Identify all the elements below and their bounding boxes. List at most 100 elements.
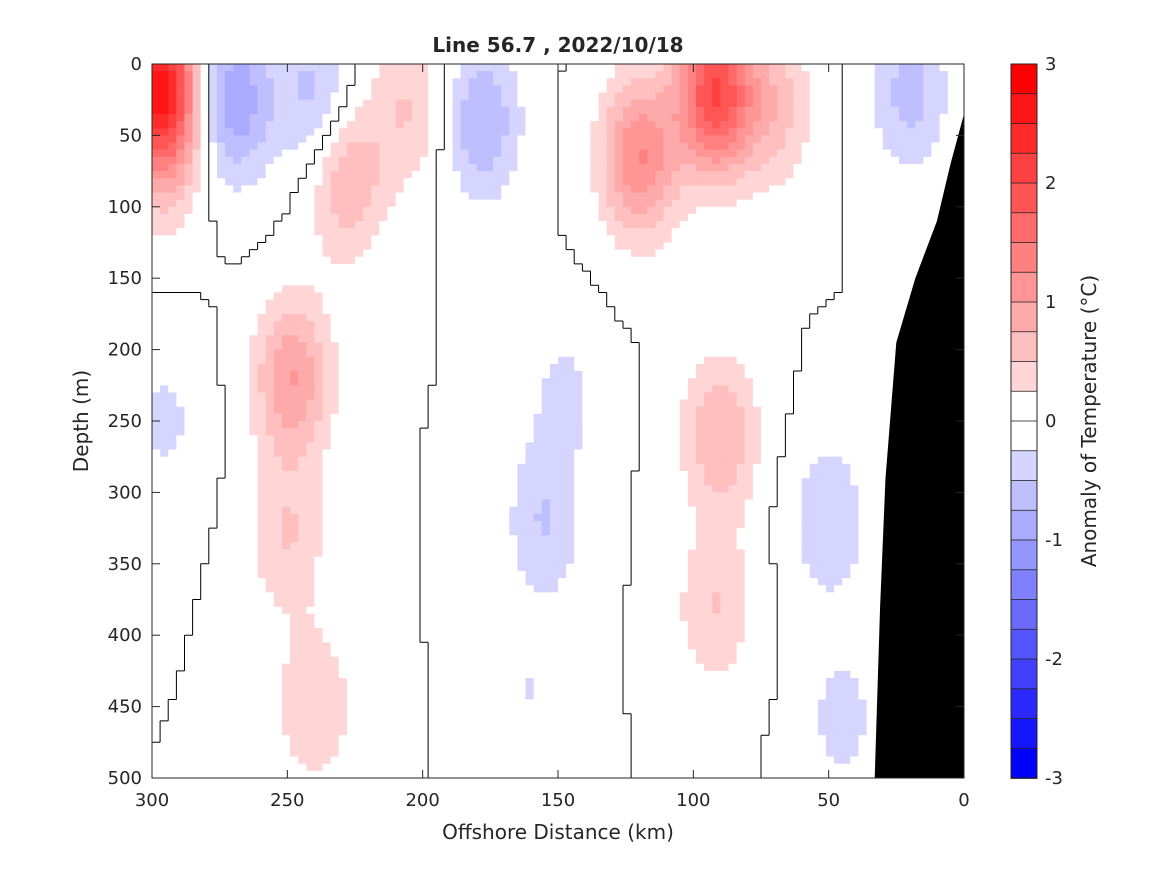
heat-cell bbox=[395, 128, 405, 136]
heat-cell bbox=[793, 413, 803, 422]
heat-cell bbox=[249, 228, 259, 236]
heat-cell bbox=[696, 285, 705, 294]
heat-cell bbox=[752, 135, 762, 144]
heat-cell bbox=[931, 92, 941, 101]
heat-cell bbox=[817, 278, 827, 286]
heat-cell bbox=[639, 228, 648, 236]
heat-cell bbox=[549, 213, 559, 222]
heat-cell bbox=[639, 406, 648, 415]
heat-cell bbox=[338, 235, 348, 244]
heat-cell bbox=[793, 385, 803, 394]
heat-cell bbox=[858, 313, 868, 322]
heat-cell bbox=[225, 242, 234, 251]
heat-cell bbox=[249, 406, 259, 415]
heat-cell bbox=[769, 142, 778, 151]
heat-cell bbox=[152, 399, 161, 408]
heat-cell bbox=[834, 171, 843, 179]
heat-cell bbox=[257, 192, 267, 201]
heat-cell bbox=[907, 235, 916, 244]
heat-cell bbox=[809, 299, 819, 308]
heat-cell bbox=[379, 306, 389, 315]
heat-cell bbox=[761, 299, 770, 308]
heat-cell bbox=[460, 299, 470, 308]
heat-cell bbox=[890, 313, 900, 322]
heat-cell bbox=[558, 335, 567, 344]
heat-cell bbox=[216, 85, 226, 94]
heat-cell bbox=[216, 135, 226, 144]
heat-cell bbox=[281, 156, 291, 165]
heat-cell bbox=[761, 342, 770, 351]
heat-cell bbox=[882, 392, 892, 401]
heat-cell bbox=[598, 356, 608, 365]
heat-cell bbox=[216, 213, 226, 222]
heat-cell bbox=[428, 356, 437, 365]
heat-cell bbox=[736, 163, 746, 172]
heat-cell bbox=[493, 221, 502, 229]
heat-cell bbox=[614, 285, 624, 294]
heat-cell bbox=[395, 313, 405, 322]
heat-cell bbox=[509, 92, 518, 101]
heat-cell bbox=[687, 342, 697, 351]
heat-cell bbox=[663, 99, 673, 108]
heat-cell bbox=[322, 263, 332, 272]
heat-cell bbox=[582, 399, 592, 408]
heat-cell bbox=[468, 335, 478, 344]
heat-cell bbox=[582, 163, 592, 172]
heat-cell bbox=[233, 299, 242, 308]
heat-cell bbox=[541, 356, 551, 365]
heat-cell bbox=[273, 299, 283, 308]
heat-cell bbox=[825, 199, 835, 208]
heat-cell bbox=[501, 399, 510, 408]
heat-cell bbox=[452, 249, 462, 258]
heat-cell bbox=[176, 363, 186, 372]
heat-cell bbox=[476, 178, 486, 186]
heat-cell bbox=[379, 363, 389, 372]
heat-cell bbox=[549, 156, 559, 165]
heat-cell bbox=[371, 206, 380, 215]
heat-cell bbox=[314, 228, 324, 236]
heat-cell bbox=[801, 192, 811, 201]
heat-cell bbox=[752, 256, 762, 265]
heat-cell bbox=[744, 199, 754, 208]
heat-cell bbox=[249, 335, 259, 344]
heat-cell bbox=[168, 178, 177, 186]
heat-cell bbox=[752, 321, 762, 329]
heat-cell bbox=[225, 78, 234, 87]
heat-cell bbox=[744, 206, 754, 215]
heat-cell bbox=[850, 221, 860, 229]
heat-cell bbox=[728, 221, 738, 229]
heat-cell bbox=[809, 399, 819, 408]
heat-cell bbox=[647, 321, 657, 329]
heat-cell bbox=[866, 285, 876, 294]
heat-cell bbox=[517, 406, 527, 415]
heat-cell bbox=[655, 271, 665, 279]
heat-cell bbox=[403, 128, 413, 136]
heat-cell bbox=[541, 178, 551, 186]
heat-cell bbox=[444, 413, 454, 422]
heat-cell bbox=[208, 385, 218, 394]
heat-cell bbox=[330, 371, 340, 379]
heat-cell bbox=[704, 178, 713, 186]
heat-cell bbox=[192, 292, 202, 301]
heat-cell bbox=[152, 249, 161, 258]
heat-cell bbox=[428, 378, 437, 386]
heat-cell bbox=[363, 349, 372, 358]
heat-cell bbox=[704, 142, 713, 151]
heat-cell bbox=[533, 378, 543, 386]
heat-cell bbox=[931, 78, 941, 87]
heat-cell bbox=[355, 292, 364, 301]
heat-cell bbox=[606, 199, 616, 208]
heat-cell bbox=[882, 178, 892, 186]
heat-cell bbox=[614, 121, 624, 129]
heat-cell bbox=[671, 78, 681, 87]
heat-cell bbox=[176, 149, 186, 158]
heat-cell bbox=[525, 128, 535, 136]
heat-cell bbox=[655, 171, 665, 179]
heat-cell bbox=[817, 128, 827, 136]
heat-cell bbox=[371, 156, 380, 165]
heat-cell bbox=[168, 113, 177, 122]
heat-cell bbox=[955, 64, 964, 72]
heat-cell bbox=[411, 199, 421, 208]
heat-cell bbox=[939, 71, 949, 79]
heat-cell bbox=[160, 206, 169, 215]
